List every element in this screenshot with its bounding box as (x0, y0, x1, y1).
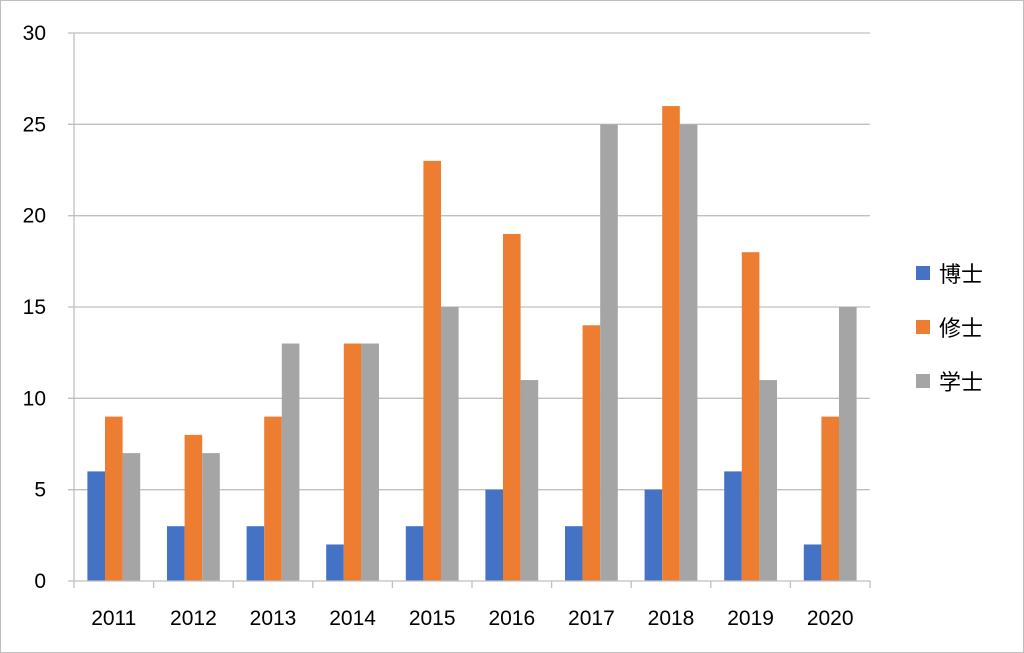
y-tick-label: 25 (23, 113, 46, 136)
bar-博士-2016 (485, 489, 503, 581)
bar-博士-2013 (246, 526, 265, 581)
bar-博士-2011 (87, 471, 105, 581)
y-tick-label: 20 (23, 205, 46, 228)
y-tick-label: 0 (34, 570, 46, 593)
bar-学士-2016 (520, 380, 539, 581)
x-tick-label: 2017 (568, 607, 615, 630)
bar-博士-2019 (724, 471, 742, 581)
bar-学士-2018 (679, 124, 698, 581)
legend-swatch-修士 (916, 320, 930, 334)
bar-修士-2016 (503, 233, 521, 581)
bar-修士-2020 (821, 416, 839, 581)
bar-修士-2018 (662, 106, 680, 582)
bar-博士-2020 (803, 544, 822, 581)
bar-学士-2011 (122, 453, 141, 581)
bars (87, 106, 857, 582)
y-tick-label: 15 (23, 296, 46, 319)
y-tick-label: 10 (23, 387, 46, 410)
bar-修士-2019 (741, 252, 760, 581)
x-tick-label: 2016 (488, 607, 535, 630)
bar-博士-2014 (326, 544, 344, 581)
bar-学士-2015 (441, 307, 459, 581)
legend-label: 博士 (939, 263, 983, 288)
bar-修士-2011 (105, 416, 123, 581)
x-tick-label: 2013 (250, 607, 297, 630)
bar-学士-2019 (759, 380, 777, 581)
x-tick-label: 2018 (648, 607, 695, 630)
bar-学士-2020 (839, 307, 857, 581)
bar-修士-2012 (184, 434, 203, 581)
bar-学士-2017 (600, 124, 618, 581)
legend-label: 学士 (939, 371, 983, 396)
y-tick-label: 5 (34, 479, 46, 502)
axes: 0 5 10 15 20 25 30 2011 2012 2013 2014 2015 2016 2017… (23, 22, 871, 630)
bar-学士-2013 (281, 343, 300, 581)
x-tick-label: 2020 (807, 607, 854, 630)
legend-swatch-学士 (916, 374, 930, 388)
bar-学士-2012 (202, 453, 220, 581)
x-tick-label: 2019 (727, 607, 774, 630)
x-tick-label: 2014 (329, 607, 376, 630)
y-tick-label: 30 (23, 22, 46, 45)
bar-学士-2014 (361, 343, 379, 581)
bar-修士-2014 (343, 343, 362, 581)
bar-博士-2017 (565, 526, 583, 581)
bar-修士-2013 (264, 416, 282, 581)
legend-label: 修士 (939, 317, 983, 342)
bar-博士-2015 (405, 526, 424, 581)
x-tick-label: 2015 (409, 607, 456, 630)
x-tick-label: 2011 (91, 607, 136, 630)
bar-修士-2015 (423, 160, 441, 581)
bar-博士-2018 (644, 489, 663, 581)
x-tick-label: 2012 (170, 607, 217, 630)
legend-swatch-博士 (916, 266, 930, 280)
bar-博士-2012 (167, 526, 185, 581)
bar-修士-2017 (582, 325, 601, 581)
